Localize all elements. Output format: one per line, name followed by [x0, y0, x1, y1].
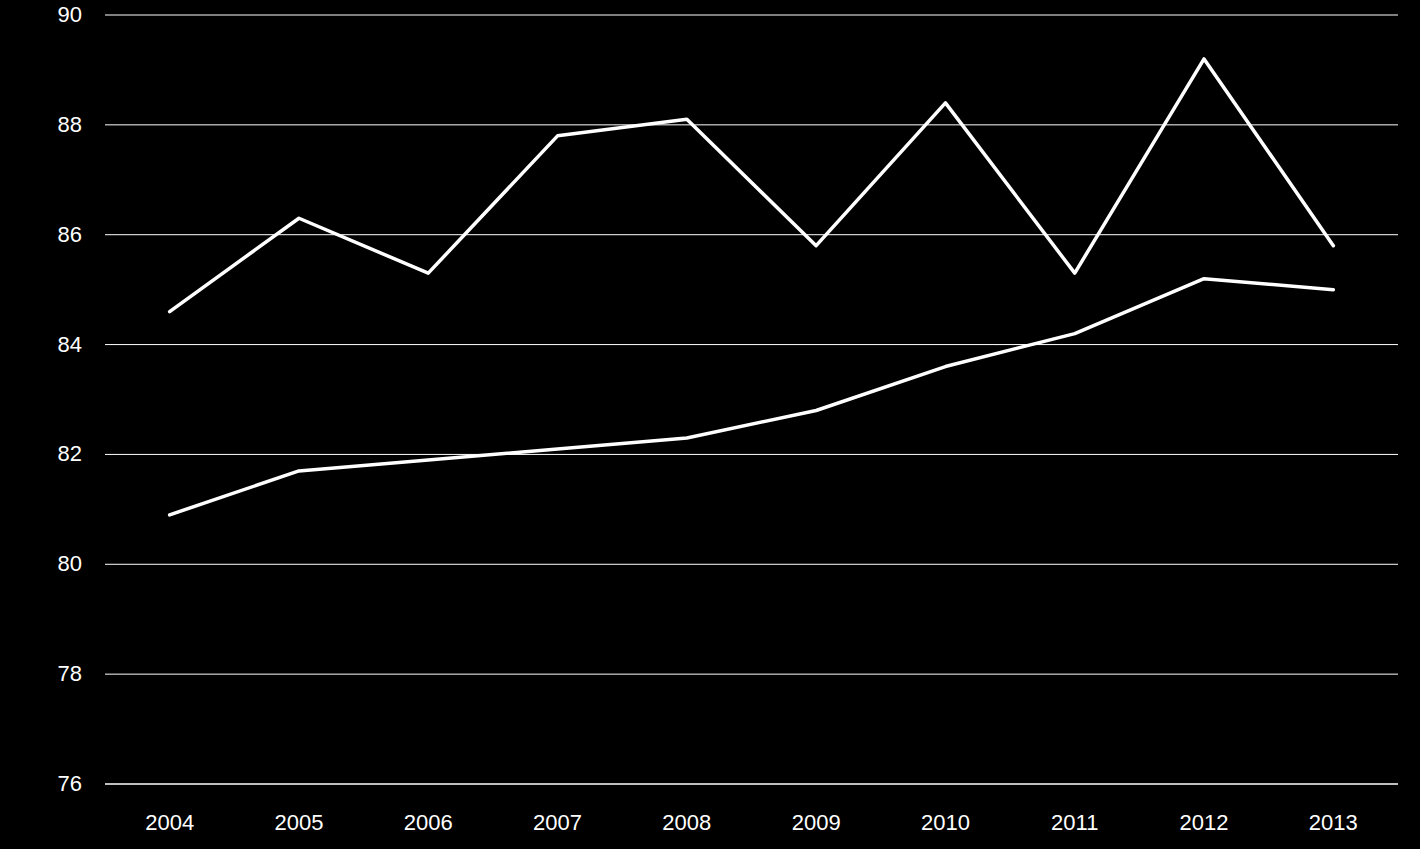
y-tick-label: 78	[58, 661, 82, 686]
y-tick-label: 82	[58, 441, 82, 466]
grid-line	[105, 344, 1398, 345]
grid-line	[105, 15, 1398, 16]
chart-container: 76 78 80 82 84 86 88 90 2004 2005 2006 2007 2008 2009…	[0, 0, 1420, 849]
plot-area	[170, 59, 1334, 515]
grid-line	[105, 124, 1398, 125]
grid-line	[105, 564, 1398, 565]
line-series	[170, 59, 1334, 312]
grid-line	[105, 234, 1398, 235]
grid-line	[105, 454, 1398, 455]
y-tick-label: 86	[58, 222, 82, 247]
x-tick-label: 2010	[921, 810, 970, 835]
x-tick-label: 2005	[274, 810, 323, 835]
y-tick-label: 90	[58, 2, 82, 27]
chart: 76 78 80 82 84 86 88 90 2004 2005 2006 2007 2008 2009…	[0, 0, 1420, 849]
y-tick-label: 76	[58, 771, 82, 796]
x-tick-label: 2012	[1180, 810, 1229, 835]
grid	[105, 15, 1398, 784]
x-tick-label: 2013	[1309, 810, 1358, 835]
y-tick-label: 80	[58, 551, 82, 576]
y-tick-label: 84	[58, 332, 82, 357]
x-tick-label: 2007	[533, 810, 582, 835]
x-axis-line	[105, 784, 1398, 785]
x-tick-label: 2008	[662, 810, 711, 835]
x-tick-label: 2009	[792, 810, 841, 835]
background	[0, 0, 1420, 849]
x-tick-label: 2006	[404, 810, 453, 835]
grid-line	[105, 674, 1398, 675]
grid-line	[105, 784, 1398, 785]
x-tick-label: 2004	[145, 810, 194, 835]
x-tick-label: 2011	[1051, 810, 1098, 835]
line-series	[170, 279, 1334, 515]
y-tick-label: 88	[58, 112, 82, 137]
